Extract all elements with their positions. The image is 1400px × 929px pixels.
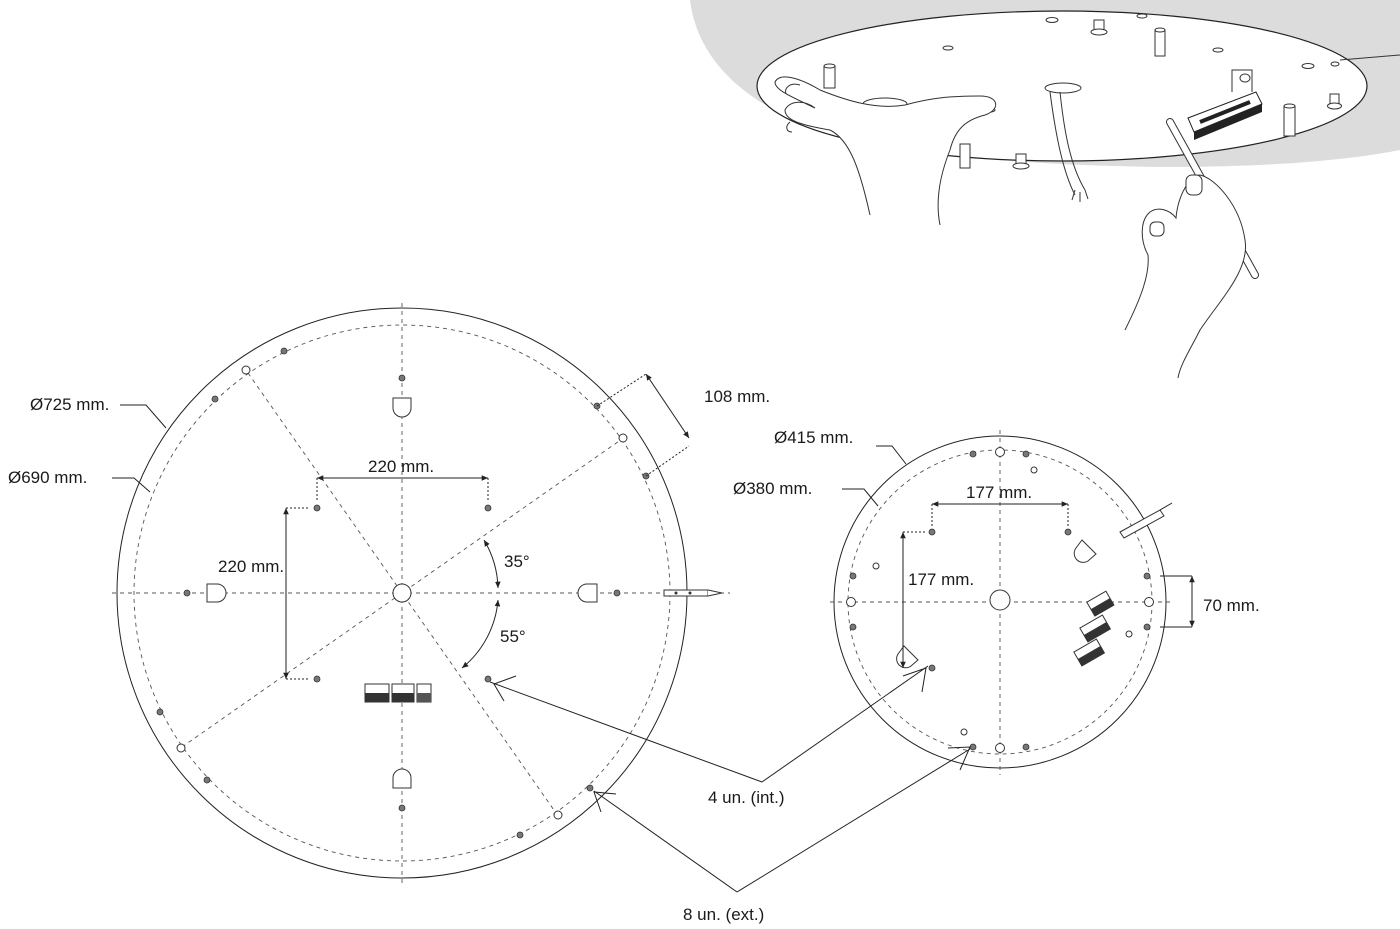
large-outer-diameter-label: Ø725 mm.	[30, 395, 109, 414]
small-internal-screw-marked	[928, 664, 936, 672]
small-edge-label: 70 mm.	[1203, 596, 1260, 615]
large-plate-terminals	[364, 683, 432, 703]
small-width-label: 177 mm.	[966, 483, 1032, 502]
callout-leaders	[489, 665, 971, 893]
installation-illustration	[690, 0, 1400, 379]
small-height-label: 177 mm.	[908, 570, 974, 589]
large-height-label: 220 mm.	[218, 557, 284, 576]
angle-lower-label: 55°	[500, 627, 526, 646]
small-plate-diagram	[830, 430, 1195, 775]
left-hand-illustration	[774, 76, 997, 226]
center-hole	[392, 583, 412, 603]
large-inner-diameter-label: Ø690 mm.	[8, 468, 87, 487]
axis-35deg	[181, 438, 623, 748]
external-count-label: 8 un. (ext.)	[683, 905, 764, 924]
right-hand-illustration	[1124, 118, 1259, 379]
small-outer-diameter-label: Ø415 mm.	[774, 428, 853, 447]
terminal-block-illustration	[1187, 91, 1263, 140]
internal-screw-marked	[484, 675, 492, 683]
axis-55deg	[247, 372, 557, 814]
small-inner-diameter-label: Ø380 mm.	[733, 479, 812, 498]
external-screw-marked	[586, 784, 594, 792]
internal-count-label: 4 un. (int.)	[708, 788, 785, 807]
large-plate-diagram	[112, 303, 730, 885]
large-edge-label: 108 mm.	[704, 387, 770, 406]
large-width-label: 220 mm.	[368, 457, 434, 476]
small-center-hole	[989, 589, 1011, 611]
cable-hole	[1044, 82, 1082, 94]
small-plate-connector	[1119, 502, 1173, 539]
small-external-screw-marked	[969, 743, 977, 751]
small-plate-terminals	[1073, 590, 1115, 667]
angle-upper-label: 35°	[504, 552, 530, 571]
large-plate-connector	[663, 589, 723, 597]
